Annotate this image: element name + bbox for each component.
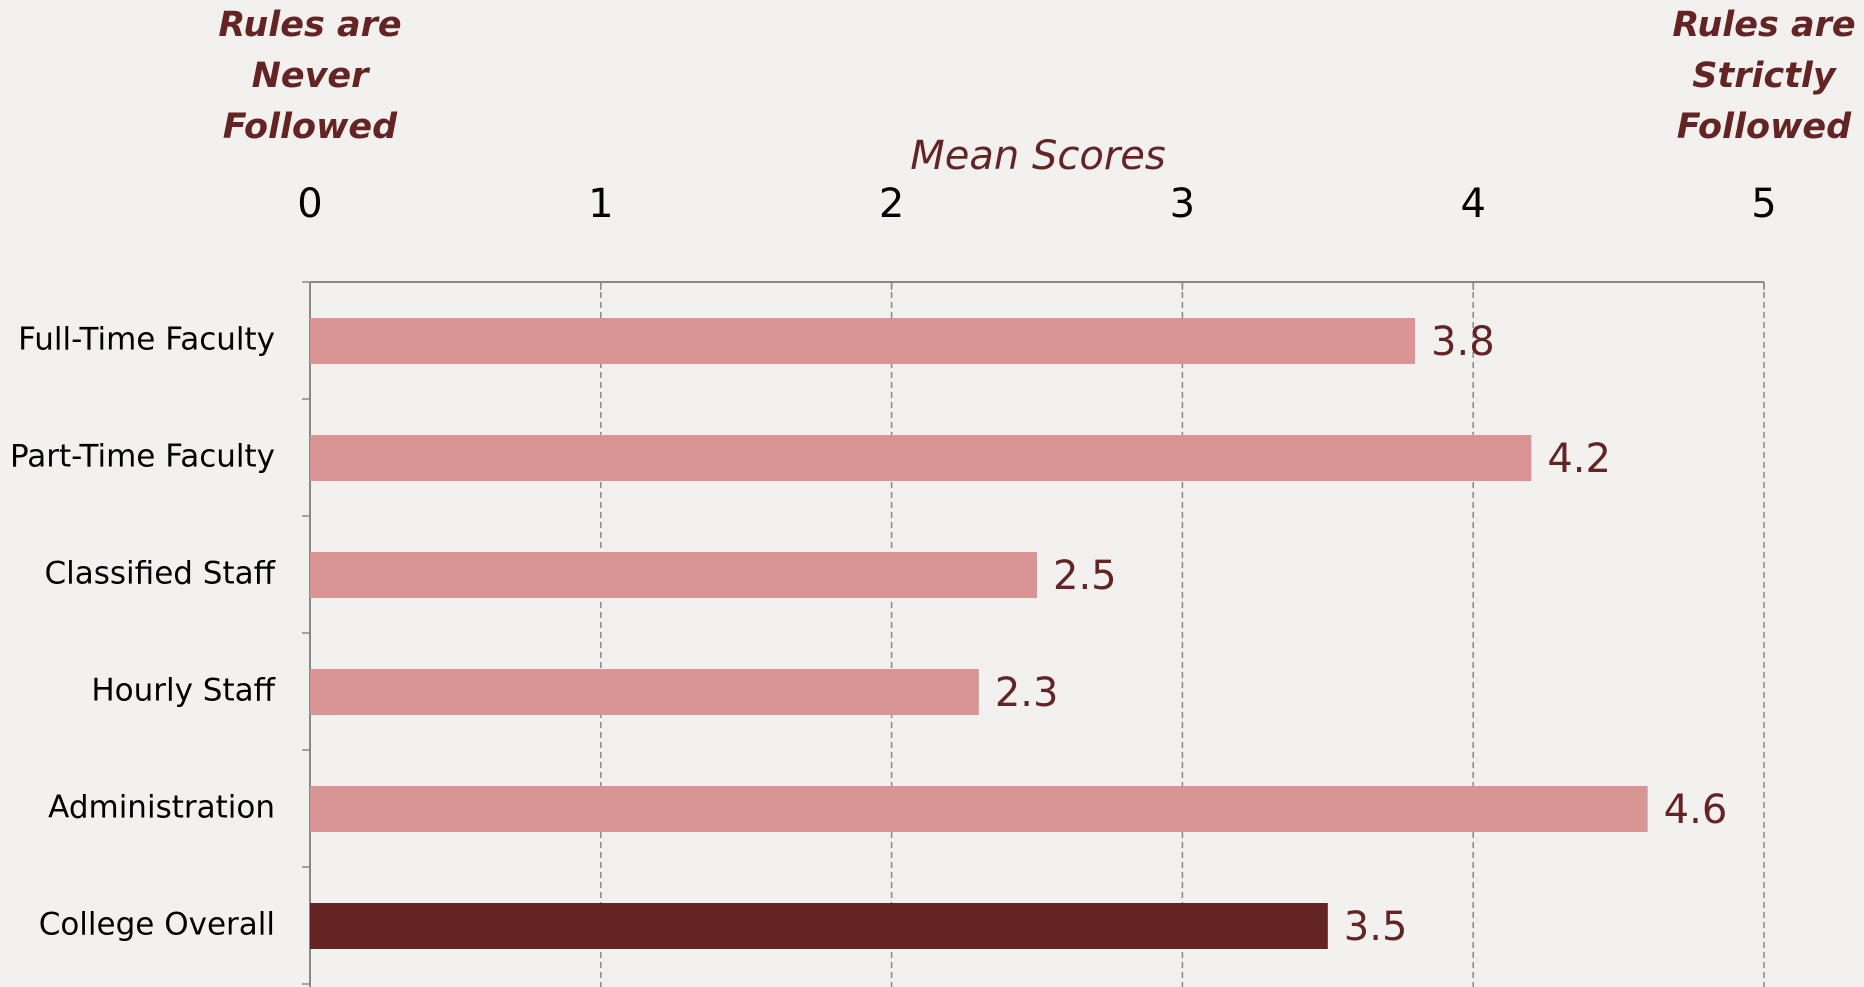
x-tick-label: 4 — [1460, 181, 1485, 227]
bar — [310, 786, 1648, 832]
value-label: 2.5 — [1053, 553, 1117, 599]
y-tick-label: Part-Time Faculty — [10, 439, 275, 475]
annotation: Rules are — [1672, 5, 1855, 45]
bar — [310, 318, 1416, 364]
bar — [310, 552, 1037, 598]
annotation: Strictly — [1692, 56, 1838, 96]
x-tick-label: 2 — [879, 181, 904, 227]
x-tick-label: 1 — [588, 181, 613, 227]
bar — [310, 435, 1532, 481]
value-label: 2.3 — [995, 670, 1059, 716]
y-tick-label: College Overall — [39, 907, 275, 943]
x-tick-label: 0 — [297, 181, 322, 227]
bar — [310, 903, 1328, 949]
x-tick-label: 3 — [1170, 181, 1195, 227]
x-tick-label: 5 — [1751, 181, 1776, 227]
bar — [310, 669, 979, 715]
y-tick-label: Classified Staff — [45, 556, 276, 592]
annotation: Never — [252, 56, 372, 96]
value-label: 4.2 — [1547, 436, 1611, 482]
y-tick-label: Hourly Staff — [91, 673, 275, 709]
value-label: 3.8 — [1431, 319, 1495, 365]
y-tick-label: Full-Time Faculty — [18, 322, 275, 358]
axis-label: Mean Scores — [910, 133, 1165, 179]
annotation: Followed — [1677, 107, 1852, 147]
value-label: 4.6 — [1664, 787, 1728, 833]
annotation: Rules are — [218, 5, 401, 45]
annotation: Followed — [223, 107, 398, 147]
value-label: 3.5 — [1344, 904, 1408, 950]
y-tick-label: Administration — [48, 790, 275, 826]
